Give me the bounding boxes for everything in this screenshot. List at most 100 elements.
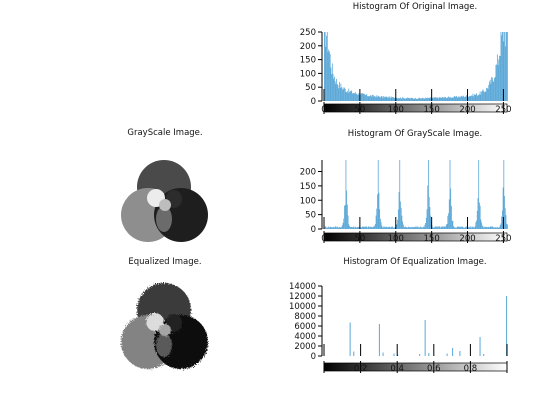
histogram-bar bbox=[392, 227, 394, 229]
histogram-bar bbox=[352, 93, 354, 101]
histogram-bar bbox=[349, 92, 350, 101]
histogram-bar bbox=[474, 95, 476, 101]
histogram-bar bbox=[378, 96, 380, 101]
histogram-bar bbox=[452, 220, 454, 229]
histogram-bar bbox=[438, 96, 440, 101]
histogram-bar bbox=[472, 93, 474, 101]
histogram-bar bbox=[411, 227, 413, 229]
histogram-bar bbox=[391, 97, 393, 101]
histogram-bar bbox=[499, 225, 501, 229]
histogram-bar bbox=[499, 55, 500, 101]
histogram-bar bbox=[410, 227, 411, 229]
histogram-bar bbox=[333, 78, 335, 101]
histogram-bar bbox=[476, 210, 478, 229]
histogram-bar bbox=[363, 93, 365, 101]
histogram-bar bbox=[464, 96, 466, 101]
histogram-bar bbox=[387, 96, 389, 101]
histogram-bar bbox=[470, 95, 472, 101]
histogram-bar bbox=[361, 93, 363, 101]
histogram-bar bbox=[433, 227, 435, 229]
histogram-bar bbox=[496, 227, 498, 229]
histogram-bar bbox=[434, 97, 436, 101]
histogram-bar bbox=[416, 227, 418, 229]
histogram-bar bbox=[387, 226, 389, 229]
histogram-bar bbox=[405, 98, 407, 101]
y-tick-label: 50 bbox=[305, 211, 316, 221]
histogram-bar bbox=[335, 84, 337, 101]
histogram-bar bbox=[372, 226, 374, 229]
histogram-bar bbox=[505, 215, 507, 229]
histogram-bar bbox=[385, 226, 387, 229]
histogram-bar bbox=[343, 218, 345, 229]
histogram-bar bbox=[402, 224, 404, 229]
histogram-bar bbox=[332, 73, 334, 101]
histogram-bar bbox=[375, 215, 377, 229]
histogram-bar bbox=[362, 226, 364, 229]
histogram-bar bbox=[411, 98, 413, 101]
histogram-bar bbox=[471, 95, 473, 101]
histogram-bar bbox=[437, 226, 439, 229]
histogram-bar bbox=[403, 98, 405, 101]
histogram-bar bbox=[329, 227, 330, 229]
histogram-bar bbox=[465, 96, 467, 101]
histogram-bar bbox=[436, 227, 438, 229]
histogram-bar bbox=[447, 215, 449, 229]
histogram-bar bbox=[454, 96, 456, 101]
histogram-bar bbox=[382, 97, 383, 101]
y-axis: 0 50 100 150 200 bbox=[300, 160, 323, 235]
histogram-bar bbox=[349, 91, 351, 101]
histogram-bar bbox=[488, 226, 490, 229]
histogram-bar bbox=[462, 96, 464, 101]
histogram-bar bbox=[366, 94, 368, 101]
histogram-bar bbox=[328, 226, 330, 229]
histogram-bar bbox=[417, 226, 419, 229]
histogram-bar bbox=[326, 227, 327, 229]
histogram-bar bbox=[490, 83, 492, 101]
histogram-bar bbox=[404, 227, 406, 229]
histogram-bar bbox=[325, 226, 327, 229]
histogram-bar bbox=[371, 96, 373, 101]
histogram-bar bbox=[449, 98, 451, 101]
histogram-bar bbox=[489, 79, 491, 101]
histogram-bar bbox=[414, 98, 416, 101]
histogram-bar bbox=[481, 90, 483, 101]
histogram-bar bbox=[370, 227, 372, 229]
histogram-bar bbox=[439, 226, 441, 229]
histogram-bar bbox=[429, 206, 431, 229]
histogram-bar bbox=[433, 227, 434, 229]
histogram-bar bbox=[425, 222, 426, 229]
histogram-bar bbox=[485, 227, 487, 229]
histogram-bar bbox=[437, 97, 439, 101]
histogram-bar bbox=[399, 160, 401, 229]
histogram-bar bbox=[390, 227, 391, 229]
histogram-bar bbox=[479, 337, 481, 356]
histogram-bar bbox=[506, 296, 508, 356]
histogram-bar bbox=[430, 97, 432, 101]
histogram-bar bbox=[446, 223, 448, 229]
histogram-bar bbox=[358, 93, 360, 101]
histogram-bar bbox=[423, 98, 425, 101]
histogram-bar bbox=[457, 226, 459, 229]
histogram-bar bbox=[382, 352, 384, 356]
histogram-bar bbox=[449, 160, 451, 229]
x-tick-label: 100 bbox=[388, 105, 404, 115]
histogram-bar bbox=[441, 226, 443, 229]
histogram-bar bbox=[367, 227, 368, 229]
histogram-bar bbox=[492, 226, 494, 229]
histogram-bar bbox=[344, 204, 346, 229]
histogram-bar bbox=[505, 32, 507, 101]
histogram-bar bbox=[326, 227, 328, 229]
histogram-bar bbox=[471, 227, 472, 229]
histogram-bar bbox=[391, 226, 393, 229]
histogram-bar bbox=[349, 226, 351, 229]
x-tick-label: 0.8 bbox=[464, 364, 478, 374]
histogram-bar bbox=[379, 97, 381, 101]
histogram-bar bbox=[497, 227, 499, 229]
colorbar bbox=[323, 362, 508, 372]
histogram-bar bbox=[330, 67, 332, 101]
bars bbox=[323, 32, 508, 101]
histogram-bar bbox=[468, 226, 470, 229]
histogram-bar bbox=[448, 97, 450, 101]
